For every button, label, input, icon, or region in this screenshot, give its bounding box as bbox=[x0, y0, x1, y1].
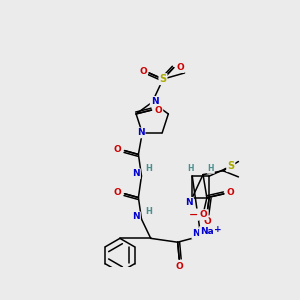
Text: Na: Na bbox=[200, 227, 214, 236]
Text: H: H bbox=[145, 207, 152, 216]
Text: N: N bbox=[132, 169, 140, 178]
Text: N: N bbox=[132, 212, 140, 221]
Text: O: O bbox=[114, 188, 122, 197]
Text: H: H bbox=[188, 164, 194, 173]
Text: S: S bbox=[159, 74, 167, 84]
Text: N: N bbox=[192, 229, 200, 238]
Text: O: O bbox=[139, 67, 147, 76]
Text: H: H bbox=[203, 224, 210, 233]
Text: N: N bbox=[185, 198, 193, 207]
Text: O: O bbox=[175, 262, 183, 271]
Text: O: O bbox=[200, 210, 208, 219]
Text: O: O bbox=[154, 106, 162, 115]
Text: N: N bbox=[151, 97, 158, 106]
Text: −: − bbox=[189, 210, 199, 220]
Text: O: O bbox=[203, 217, 211, 226]
Text: O: O bbox=[226, 188, 234, 197]
Text: S: S bbox=[227, 161, 234, 171]
Text: H: H bbox=[208, 164, 214, 173]
Text: +: + bbox=[214, 225, 221, 234]
Text: O: O bbox=[176, 63, 184, 72]
Text: O: O bbox=[114, 145, 122, 154]
Text: H: H bbox=[145, 164, 152, 173]
Text: N: N bbox=[137, 128, 145, 137]
